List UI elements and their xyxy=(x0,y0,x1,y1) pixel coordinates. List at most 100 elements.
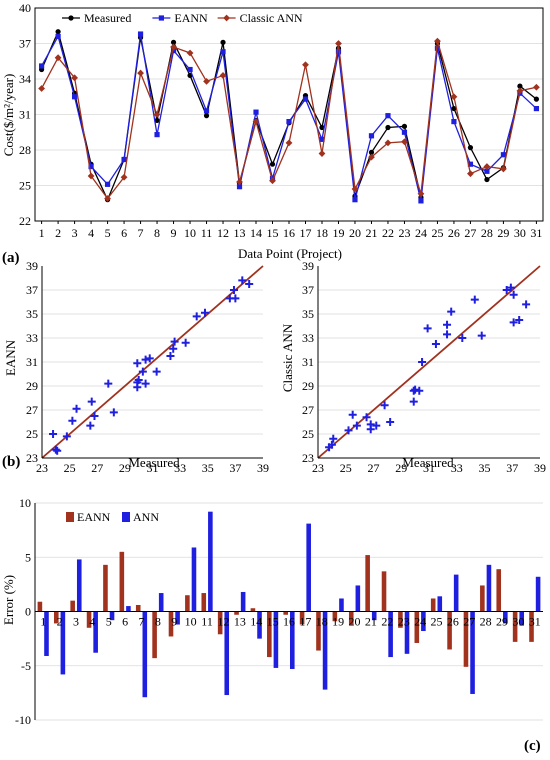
y-tick-label: 33 xyxy=(302,331,314,345)
bar-eann xyxy=(348,611,354,625)
x-tick-label: 3 xyxy=(72,226,78,240)
panel-b-classic-ann-points xyxy=(317,265,541,459)
legend-label: EANN xyxy=(174,11,208,25)
x-tick-label: 23 xyxy=(398,615,410,629)
y-tick-label: 25 xyxy=(302,427,314,441)
panel-a-series xyxy=(38,29,540,204)
data-point-cross xyxy=(169,344,178,353)
data-point-cross xyxy=(415,386,424,395)
bar-ann xyxy=(273,611,279,668)
x-tick-label: 18 xyxy=(316,226,328,240)
bar-eann xyxy=(185,595,190,612)
panel-c-bars xyxy=(37,511,541,698)
data-point-cross xyxy=(51,445,60,454)
bar-eann xyxy=(381,571,387,612)
bar-eann xyxy=(267,611,272,658)
bar-eann xyxy=(316,611,321,651)
data-point xyxy=(87,172,95,180)
data-point-cross xyxy=(443,320,452,329)
x-tick-label: 23 xyxy=(312,461,324,475)
data-point xyxy=(252,118,260,125)
data-point-cross xyxy=(109,408,118,417)
data-point xyxy=(170,48,177,54)
bar-ann xyxy=(60,611,66,675)
y-tick-label: 31 xyxy=(19,108,31,122)
x-tick-label: 35 xyxy=(202,461,214,475)
panel-b-classic-ann-y-axis-label: Classic ANN xyxy=(280,323,295,392)
x-tick-label: 29 xyxy=(496,615,508,629)
x-tick-label: 22 xyxy=(382,226,394,240)
x-tick-label: 13 xyxy=(234,615,246,629)
x-tick-label: 18 xyxy=(316,615,328,629)
data-point-cross xyxy=(509,290,518,299)
x-tick-label: 7 xyxy=(138,226,144,240)
data-point-cross xyxy=(502,286,511,294)
data-point-cross xyxy=(133,359,142,368)
y-tick-label: 29 xyxy=(302,379,314,393)
panel-c-label: (c) xyxy=(524,738,541,754)
bar-eann xyxy=(480,585,485,612)
data-point xyxy=(269,177,276,185)
data-point-cross xyxy=(192,312,201,321)
data-point-cross xyxy=(134,376,143,384)
x-tick-label: 30 xyxy=(514,226,526,240)
data-point xyxy=(220,49,226,55)
bar-eann xyxy=(430,598,436,612)
data-point-cross xyxy=(506,283,515,292)
x-tick-label: 25 xyxy=(64,461,76,475)
y-tick-label: 34 xyxy=(19,72,31,86)
x-tick-label: 6 xyxy=(121,226,127,240)
bar-eann xyxy=(119,551,125,612)
data-point-cross xyxy=(409,397,418,406)
data-point xyxy=(154,117,160,124)
bar-eann xyxy=(168,611,174,637)
x-tick-label: 14 xyxy=(250,226,262,240)
bar-ann xyxy=(158,593,164,612)
bar-eann xyxy=(299,611,305,625)
bar-eann xyxy=(365,555,370,612)
x-tick-label: 39 xyxy=(534,461,546,475)
x-tick-label: 12 xyxy=(217,615,229,629)
data-point xyxy=(417,190,425,198)
bar-eann xyxy=(332,611,338,622)
panel-c-y-axis-label: Error (%) xyxy=(1,575,16,625)
bar-ann xyxy=(224,611,230,696)
data-point-cross xyxy=(181,338,190,347)
data-point xyxy=(269,161,276,167)
data-point xyxy=(286,119,292,125)
data-point xyxy=(88,163,94,170)
bar-ann xyxy=(109,611,115,621)
data-point-cross xyxy=(104,379,113,388)
x-tick-label: 1 xyxy=(40,615,46,629)
legend-label: Measured xyxy=(84,11,131,25)
x-tick-label: 9 xyxy=(171,615,177,629)
data-point xyxy=(401,123,408,129)
y-tick-label: 39 xyxy=(26,259,38,273)
x-tick-label: 28 xyxy=(481,226,493,240)
legend-label: ANN xyxy=(133,510,159,524)
bar-ann xyxy=(486,564,492,612)
x-tick-label: 17 xyxy=(299,226,311,240)
bar-eann xyxy=(398,611,403,628)
data-point xyxy=(55,33,61,39)
x-tick-label: 35 xyxy=(479,461,491,475)
data-point xyxy=(120,173,128,181)
bar-ann xyxy=(339,598,344,612)
panel-b-classic-ann-scatter: 23 25 27 29 31 33 35 37 39 23 25 27 29 31 33 35 37 39 Mea… xyxy=(2,259,546,475)
x-tick-label: 37 xyxy=(229,461,241,475)
bar-eann xyxy=(86,611,92,628)
data-point xyxy=(401,138,408,146)
y-tick-label: 27 xyxy=(302,403,314,417)
bar-ann xyxy=(519,611,525,626)
bar-eann xyxy=(70,600,75,612)
data-point-cross xyxy=(229,286,238,294)
y-tick-label: 29 xyxy=(26,379,38,393)
data-point-cross xyxy=(447,307,456,316)
bar-ann xyxy=(453,574,459,612)
data-point xyxy=(319,124,325,131)
bar-eann xyxy=(135,604,141,612)
data-point-cross xyxy=(49,430,58,438)
data-point-cross xyxy=(138,367,147,376)
legend-marker xyxy=(223,14,230,22)
data-point xyxy=(154,132,160,138)
